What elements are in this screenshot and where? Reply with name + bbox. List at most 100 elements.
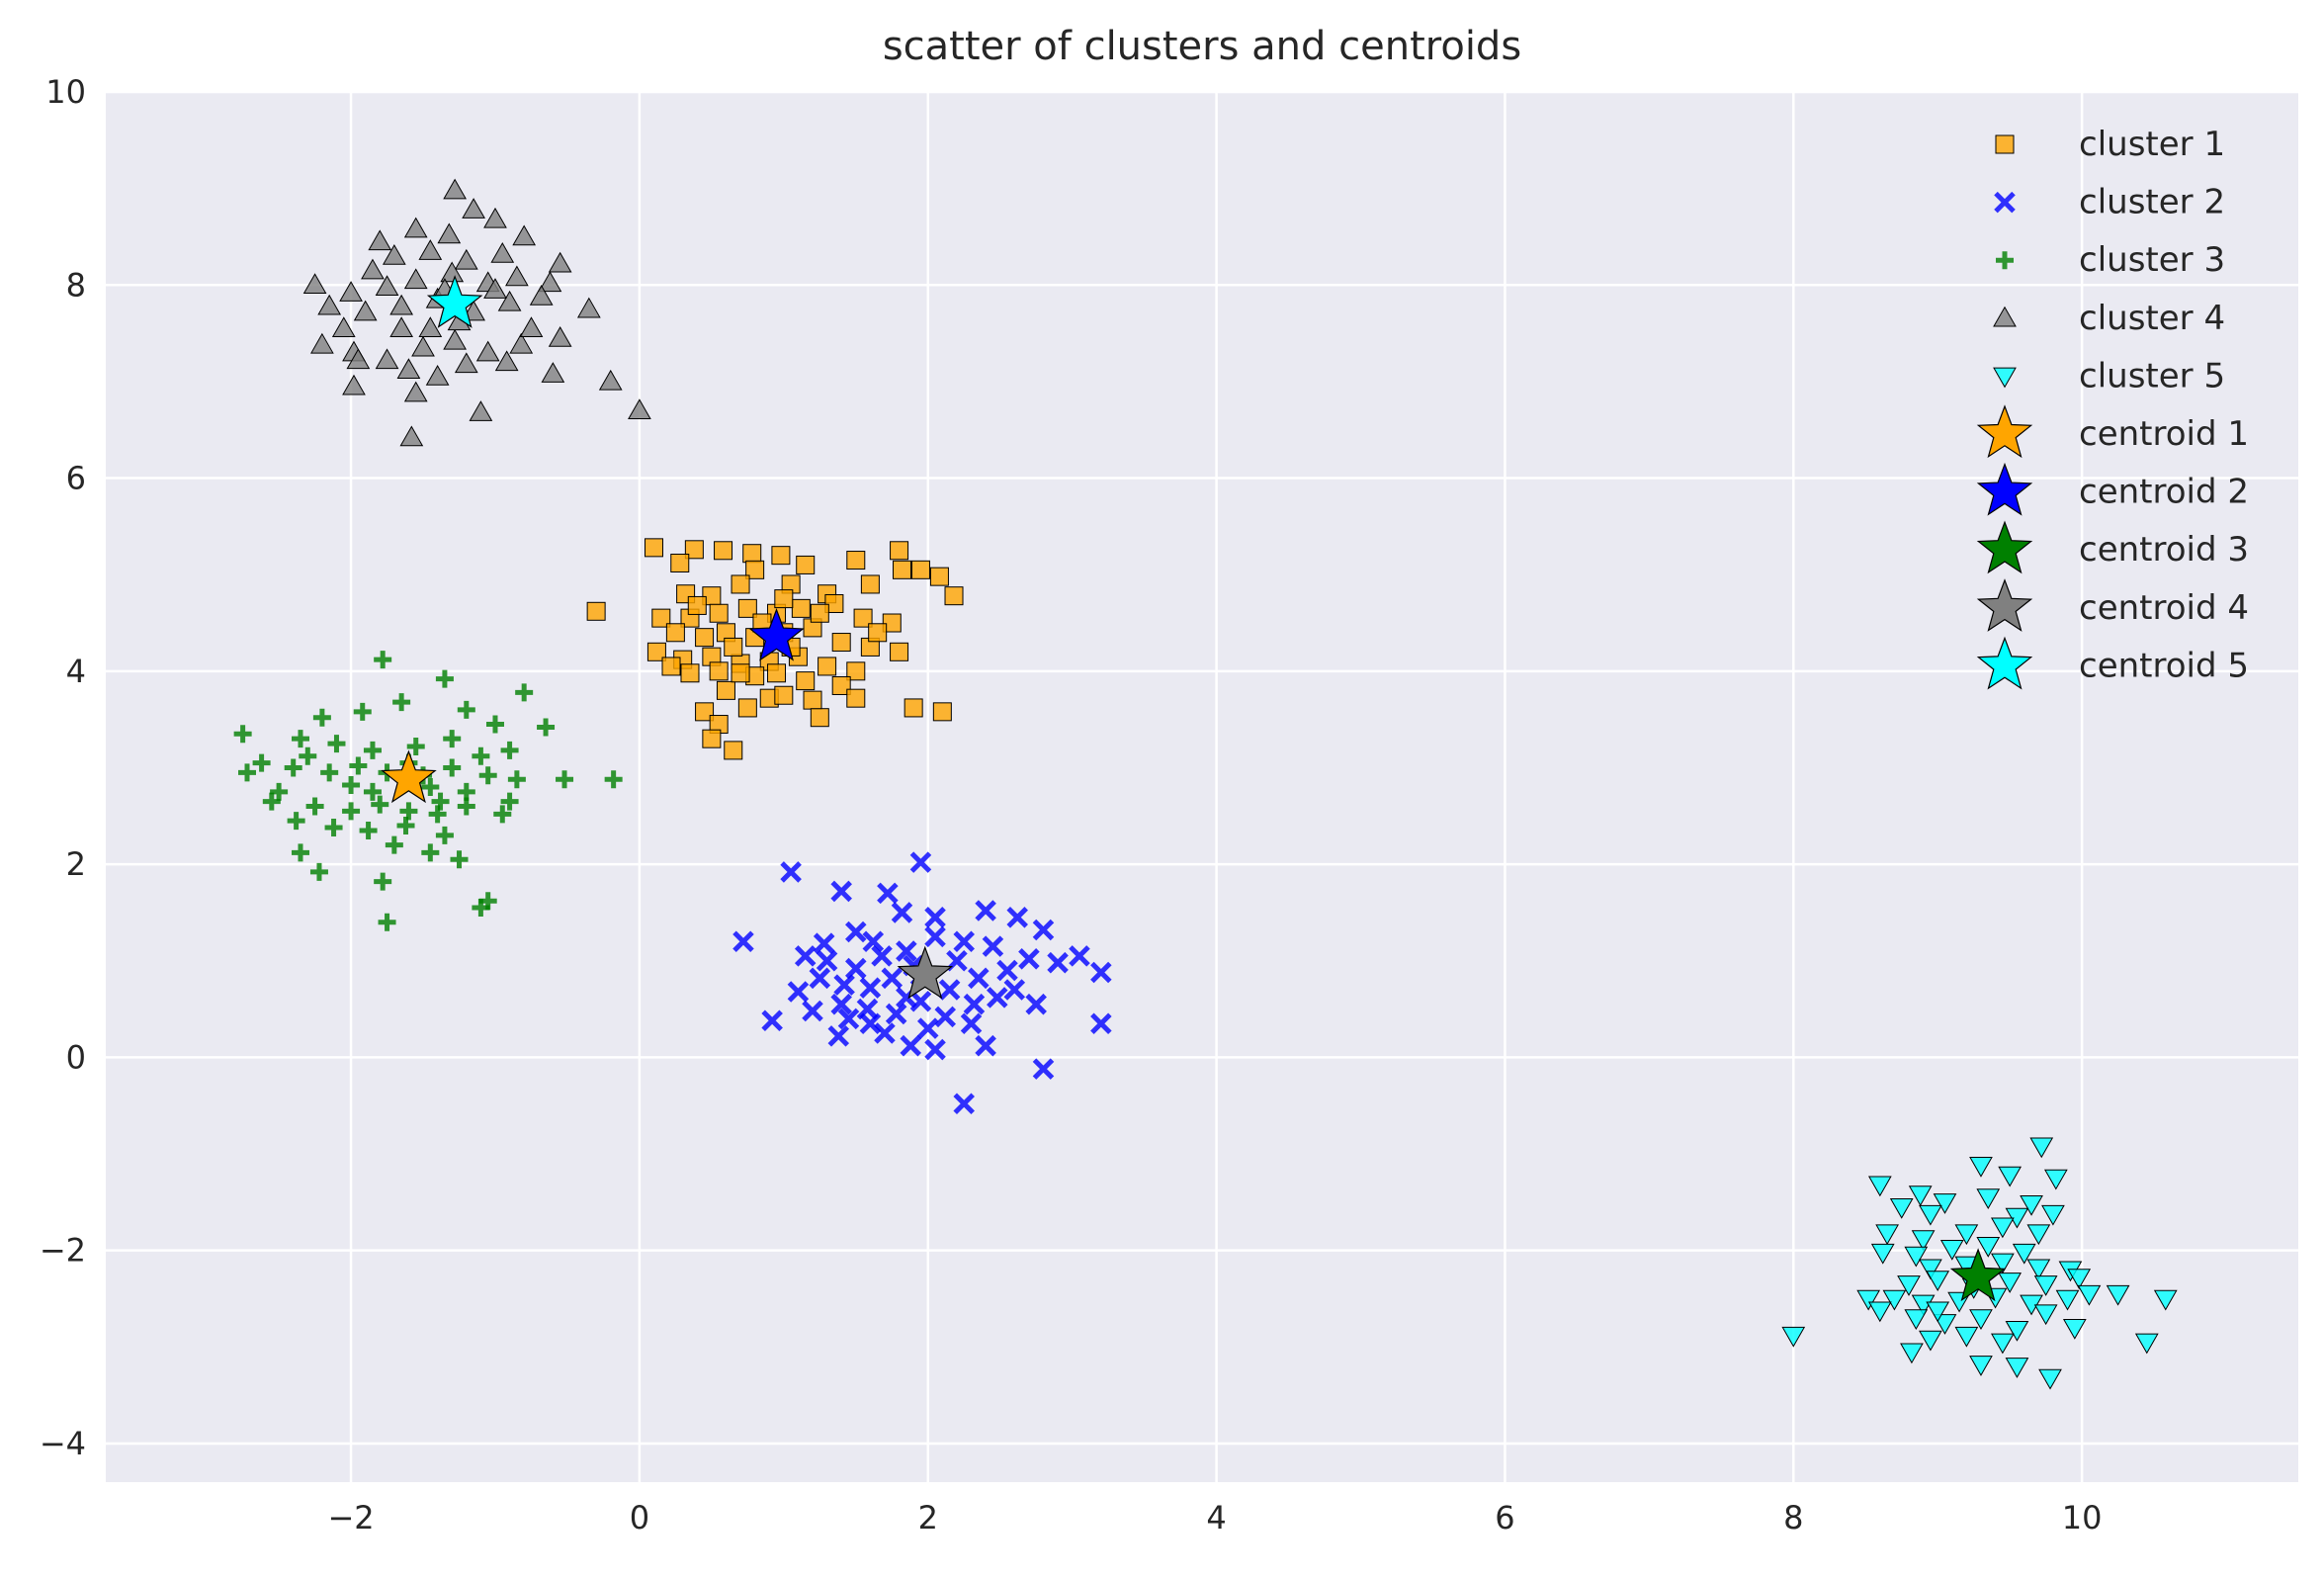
point-cluster-3 bbox=[312, 708, 331, 727]
legend-label: cluster 2 bbox=[2079, 183, 2225, 222]
point-cluster-2 bbox=[924, 907, 946, 928]
point-cluster-5 bbox=[1867, 1176, 1892, 1197]
point-cluster-3 bbox=[500, 741, 519, 759]
legend-marker-centroid-2 bbox=[1976, 462, 2033, 516]
point-cluster-5 bbox=[1933, 1193, 1957, 1214]
point-cluster-1 bbox=[831, 633, 851, 653]
point-cluster-2 bbox=[802, 1000, 823, 1022]
point-cluster-1 bbox=[661, 657, 681, 676]
point-cluster-2 bbox=[975, 900, 996, 922]
point-cluster-3 bbox=[478, 766, 497, 785]
point-cluster-2 bbox=[1032, 919, 1055, 941]
point-cluster-1 bbox=[665, 623, 685, 643]
point-cluster-5 bbox=[1867, 1301, 1892, 1323]
point-cluster-5 bbox=[1998, 1273, 2023, 1293]
point-cluster-3 bbox=[507, 770, 526, 789]
point-cluster-4 bbox=[576, 297, 601, 318]
centroid-marker-centroid-2 bbox=[748, 607, 805, 661]
point-cluster-2 bbox=[960, 1012, 983, 1034]
point-cluster-1 bbox=[731, 663, 750, 683]
centroid-marker-centroid-5 bbox=[426, 275, 483, 328]
centroid-marker-centroid-4 bbox=[897, 945, 954, 1000]
y-axis-ticks: −4 −2 0 2 4 6 8 10 bbox=[40, 73, 86, 1462]
point-cluster-1 bbox=[645, 538, 663, 558]
point-cluster-2 bbox=[794, 945, 817, 967]
point-cluster-2 bbox=[732, 930, 754, 952]
point-cluster-5 bbox=[2033, 1304, 2058, 1326]
point-cluster-1 bbox=[929, 567, 949, 586]
legend-item: centroid 5 bbox=[1976, 636, 2249, 690]
point-cluster-1 bbox=[904, 698, 923, 718]
point-cluster-4 bbox=[469, 400, 493, 421]
point-cluster-2 bbox=[809, 967, 831, 990]
point-cluster-1 bbox=[687, 595, 707, 615]
point-cluster-3 bbox=[374, 651, 392, 669]
point-cluster-1 bbox=[774, 685, 794, 705]
point-cluster-1 bbox=[771, 546, 791, 566]
point-cluster-4 bbox=[346, 348, 371, 370]
point-cluster-1 bbox=[810, 603, 829, 623]
point-cluster-2 bbox=[761, 1009, 783, 1032]
point-cluster-3 bbox=[270, 782, 289, 801]
point-cluster-2 bbox=[859, 977, 882, 999]
point-cluster-2 bbox=[877, 882, 899, 905]
point-cluster-5 bbox=[1919, 1330, 1942, 1352]
centroid-markers bbox=[381, 275, 2007, 1302]
point-cluster-1 bbox=[796, 671, 816, 691]
point-cluster-4 bbox=[403, 381, 428, 402]
point-cluster-4 bbox=[541, 362, 565, 383]
legend-item: centroid 4 bbox=[1976, 578, 2249, 632]
x-tick-label: 8 bbox=[1783, 1499, 1803, 1536]
legend-marker-centroid-3 bbox=[1976, 520, 2033, 574]
legend-label: cluster 4 bbox=[2079, 299, 2225, 338]
point-cluster-3 bbox=[385, 835, 403, 854]
point-cluster-3 bbox=[378, 913, 396, 931]
point-cluster-3 bbox=[327, 735, 346, 753]
point-cluster-2 bbox=[827, 1025, 850, 1047]
point-cluster-5 bbox=[1954, 1326, 1979, 1348]
x-tick-label: 10 bbox=[2062, 1499, 2103, 1536]
legend-item: cluster 3 bbox=[1996, 240, 2225, 280]
point-cluster-3 bbox=[309, 862, 328, 881]
point-cluster-1 bbox=[716, 680, 735, 700]
point-cluster-5 bbox=[1939, 1239, 1964, 1261]
point-cluster-5 bbox=[2029, 1137, 2054, 1159]
point-cluster-5 bbox=[1976, 1237, 2001, 1258]
point-cluster-1 bbox=[831, 675, 851, 695]
point-cluster-1 bbox=[731, 574, 750, 594]
point-cluster-5 bbox=[1969, 1356, 1993, 1376]
point-cluster-3 bbox=[349, 756, 368, 775]
point-cluster-2 bbox=[881, 967, 904, 990]
point-cluster-1 bbox=[932, 702, 952, 722]
legend-item: cluster 5 bbox=[1993, 356, 2225, 395]
point-cluster-5 bbox=[1897, 1275, 1921, 1296]
point-cluster-5 bbox=[1856, 1289, 1881, 1311]
point-cluster-3 bbox=[363, 782, 382, 801]
point-cluster-1 bbox=[586, 601, 606, 621]
point-cluster-1 bbox=[695, 702, 715, 722]
point-cluster-4 bbox=[389, 316, 413, 337]
point-cluster-5 bbox=[2020, 1195, 2043, 1216]
x-tick-label: 6 bbox=[1495, 1499, 1514, 1536]
point-cluster-3 bbox=[396, 817, 415, 835]
point-cluster-5 bbox=[2041, 1204, 2065, 1226]
point-cluster-4 bbox=[440, 261, 465, 283]
point-cluster-5 bbox=[2005, 1320, 2029, 1342]
point-cluster-2 bbox=[830, 993, 852, 1015]
point-cluster-2 bbox=[1090, 1012, 1112, 1034]
point-cluster-2 bbox=[787, 981, 810, 1003]
point-cluster-3 bbox=[359, 821, 378, 839]
point-cluster-4 bbox=[361, 258, 385, 280]
legend-marker-centroid-4 bbox=[1976, 578, 2033, 632]
point-cluster-5 bbox=[2005, 1358, 2029, 1378]
legend-label: cluster 3 bbox=[2079, 240, 2225, 280]
legend-item: centroid 3 bbox=[1976, 520, 2249, 574]
y-tick-label: 10 bbox=[45, 73, 86, 111]
legend-item: centroid 1 bbox=[1976, 404, 2249, 459]
y-tick-label: 0 bbox=[66, 1038, 86, 1076]
point-cluster-1 bbox=[646, 642, 666, 661]
point-cluster-4 bbox=[353, 300, 378, 321]
point-cluster-2 bbox=[780, 861, 802, 883]
point-cluster-2 bbox=[924, 925, 946, 948]
